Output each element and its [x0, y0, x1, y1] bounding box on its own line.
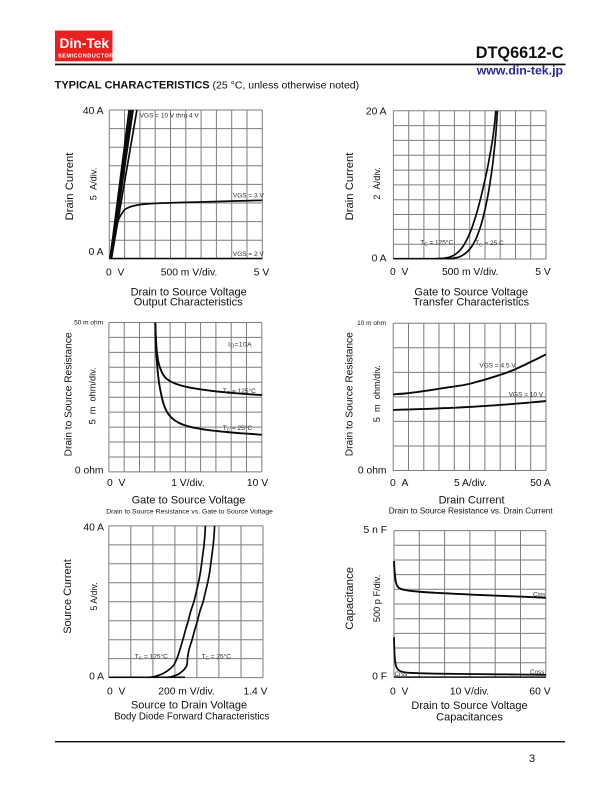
svg-text:TC = 125°C: TC = 125°C	[223, 387, 256, 396]
svg-text:500 m V/div.: 500 m V/div.	[161, 268, 217, 279]
svg-text:50 m ohm: 50 m ohm	[74, 319, 103, 326]
svg-text:5 A/div.: 5 A/div.	[89, 168, 99, 201]
svg-text:0 F: 0 F	[372, 672, 387, 683]
svg-text:Ciss: Ciss	[533, 591, 545, 598]
svg-text:TC = 25°C: TC = 25°C	[223, 424, 253, 433]
svg-text:Gate to Source Voltage: Gate to Source Voltage	[414, 286, 528, 298]
svg-text:0 V: 0 V	[390, 687, 408, 698]
svg-text:Drain Current: Drain Current	[64, 152, 76, 221]
svg-text:5 m ohm/div.: 5 m ohm/div.	[372, 365, 382, 422]
svg-text:VGS = 3 V: VGS = 3 V	[233, 192, 265, 199]
svg-text:Drain to Source Voltage: Drain to Source Voltage	[131, 286, 247, 298]
svg-text:TYPICAL CHARACTERISTICS (25 °C: TYPICAL CHARACTERISTICS (25 °C, unless o…	[55, 80, 360, 92]
svg-text:Drain to Source Voltage: Drain to Source Voltage	[411, 700, 527, 712]
svg-text:0 V: 0 V	[107, 478, 125, 489]
svg-text:DTQ6612-C: DTQ6612-C	[476, 44, 564, 62]
svg-text:Crss: Crss	[395, 671, 408, 678]
svg-text:Drain to Source Resistance: Drain to Source Resistance	[63, 332, 74, 456]
svg-text:0 A: 0 A	[89, 247, 104, 258]
svg-text:10 V/div.: 10 V/div.	[450, 687, 489, 698]
svg-text:40 A: 40 A	[83, 106, 104, 117]
svg-text:10 V: 10 V	[247, 478, 268, 489]
svg-text:TC = 125°C: TC = 125°C	[420, 238, 453, 247]
svg-text:20 A: 20 A	[366, 107, 387, 118]
svg-text:1.4 V: 1.4 V	[243, 687, 267, 698]
svg-text:0 A: 0 A	[372, 254, 387, 265]
svg-text:5 n F: 5 n F	[364, 525, 387, 536]
svg-text:Gate to Source Voltage: Gate to Source Voltage	[132, 494, 246, 506]
svg-text:Source Current: Source Current	[62, 559, 74, 634]
svg-text:5 V: 5 V	[254, 268, 270, 279]
svg-text:VGS = 2 V: VGS = 2 V	[233, 251, 265, 258]
svg-text:TC = 25°C: TC = 25°C	[202, 652, 232, 661]
svg-text:0 V: 0 V	[106, 268, 124, 279]
svg-text:Drain to Source Resistance vs.: Drain to Source Resistance vs. Gate to S…	[106, 509, 273, 516]
svg-text:5 A/div.: 5 A/div.	[89, 582, 99, 610]
svg-text:Drain to Source Resistance vs.: Drain to Source Resistance vs. Drain Cur…	[389, 507, 554, 516]
svg-text:VGS = 10 V: VGS = 10 V	[509, 392, 544, 399]
svg-text:Source to Drain Voltage: Source to Drain Voltage	[131, 699, 247, 711]
svg-text:TC = 25 C: TC = 25 C	[475, 240, 504, 248]
svg-text:0 V: 0 V	[107, 687, 125, 698]
svg-text:0 A: 0 A	[390, 478, 408, 489]
svg-text:0 ohm: 0 ohm	[75, 466, 104, 477]
svg-text:0 ohm: 0 ohm	[358, 466, 387, 477]
svg-text:Capacitances: Capacitances	[436, 711, 503, 723]
svg-text:50 A: 50 A	[530, 478, 551, 489]
svg-text:5 V: 5 V	[535, 267, 551, 278]
svg-text:500 p F/div.: 500 p F/div.	[372, 575, 382, 622]
svg-text:ID=10A: ID=10A	[228, 341, 252, 349]
svg-text:200 m V/div.: 200 m V/div.	[158, 687, 214, 698]
svg-text:60 V: 60 V	[529, 687, 550, 698]
svg-text:Body Diode Forward Characteris: Body Diode Forward Characteristics	[114, 711, 269, 722]
svg-text:0 A: 0 A	[89, 672, 104, 683]
svg-text:500 m V/div.: 500 m V/div.	[442, 267, 498, 278]
svg-text:10 m ohm: 10 m ohm	[357, 320, 386, 327]
svg-text:5 m ohm/div.: 5 m ohm/div.	[87, 367, 97, 424]
svg-text:www.din-tek.jp: www.din-tek.jp	[476, 64, 563, 78]
svg-text:Capacitance: Capacitance	[344, 567, 356, 630]
svg-text:2 A/div.: 2 A/div.	[372, 167, 382, 200]
svg-text:Output Characteristics: Output Characteristics	[134, 297, 243, 309]
svg-text:Drain to Source Resistance: Drain to Source Resistance	[345, 332, 356, 456]
svg-text:VGS = 4.5 V: VGS = 4.5 V	[479, 363, 516, 370]
svg-text:40 A: 40 A	[83, 523, 104, 534]
svg-text:0 V: 0 V	[390, 267, 408, 278]
svg-text:SEMICONDUCTOR: SEMICONDUCTOR	[58, 53, 114, 59]
svg-text:3: 3	[529, 753, 535, 765]
svg-text:VGS = 10 V thru 4 V: VGS = 10 V thru 4 V	[140, 112, 200, 119]
svg-text:1 V/div.: 1 V/div.	[171, 478, 205, 489]
svg-text:Din-Tek: Din-Tek	[60, 36, 110, 51]
svg-text:TC = 125°C: TC = 125°C	[135, 652, 168, 661]
svg-text:Coss: Coss	[530, 669, 544, 676]
svg-text:Drain Current: Drain Current	[439, 494, 505, 506]
svg-text:Transfer Characteristics: Transfer Characteristics	[413, 297, 530, 309]
svg-text:5 A/div.: 5 A/div.	[454, 478, 487, 489]
svg-text:Drain Current: Drain Current	[344, 152, 356, 221]
